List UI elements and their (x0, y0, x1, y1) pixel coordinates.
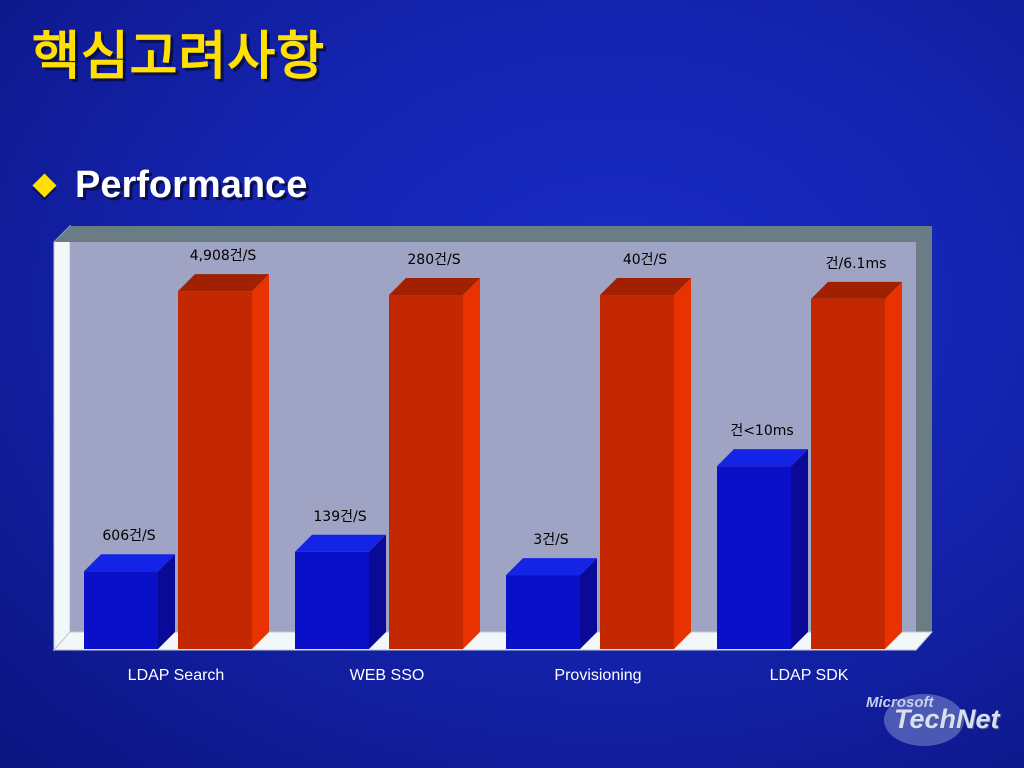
bar-blue-2-top (506, 558, 597, 576)
bar-red-0 (178, 274, 269, 649)
data-label: 건/6.1ms (826, 256, 887, 272)
chart-top-edge (54, 226, 932, 242)
data-label: 139건/S (313, 509, 366, 525)
bullet-item: Performance (30, 164, 307, 207)
bar-red-3-front (811, 298, 885, 649)
bar-red-1-side (463, 278, 480, 649)
bullet-text: Performance (75, 164, 308, 206)
bar-blue-0-front (84, 571, 158, 649)
bar-blue-3-front (717, 466, 791, 649)
bar-red-3-side (885, 281, 902, 649)
bar-blue-1-front (295, 551, 369, 649)
bar-red-1-top (389, 278, 480, 296)
bar-blue-3-top (717, 449, 808, 467)
bar-red-2-front (600, 295, 674, 649)
chart-left-wall (53, 224, 71, 652)
logo-microsoft-text: Microsoft (866, 694, 934, 711)
slide-title: 핵심고려사항 (32, 27, 326, 87)
data-label: 280건/S (407, 252, 460, 268)
bar-blue-2-front (506, 575, 580, 649)
category-label: LDAP Search (128, 667, 225, 684)
bar-blue-2 (506, 558, 597, 649)
bar-blue-0 (84, 554, 175, 649)
bar-red-3-top (811, 281, 902, 299)
bar-blue-1-side (369, 534, 386, 649)
category-label: Provisioning (554, 667, 641, 684)
bar-red-2-top (600, 278, 691, 296)
bar-blue-0-top (84, 554, 175, 572)
bar-red-3 (811, 281, 902, 649)
bar-blue-3-side (791, 449, 808, 649)
chart-right-edge (916, 226, 932, 650)
chart-floor (52, 631, 934, 651)
category-label: WEB SSO (350, 667, 425, 684)
bar-red-2 (600, 278, 691, 649)
bar-blue-2-side (580, 558, 597, 649)
data-label: 건<10ms (730, 423, 793, 439)
data-label: 606건/S (102, 528, 155, 544)
bar-blue-1 (295, 534, 386, 649)
bar-blue-0-side (158, 554, 175, 649)
logo-technet-text: TechNet (894, 704, 1000, 734)
bar-blue-1-top (295, 534, 386, 552)
data-label: 4,908건/S (190, 248, 257, 264)
data-label: 3건/S (533, 532, 569, 548)
bar-red-1 (389, 278, 480, 649)
microsoft-technet-logo: Microsoft TechNet (858, 688, 1008, 748)
bar-red-0-front (178, 291, 252, 649)
bar-red-2-side (674, 278, 691, 649)
category-label: LDAP SDK (770, 667, 849, 684)
data-label: 40건/S (623, 252, 667, 268)
technet-swirl-icon (884, 694, 964, 746)
bar-red-0-side (252, 274, 269, 649)
bar-blue-3 (717, 449, 808, 649)
bar-red-0-top (178, 274, 269, 292)
bar-red-1-front (389, 295, 463, 649)
